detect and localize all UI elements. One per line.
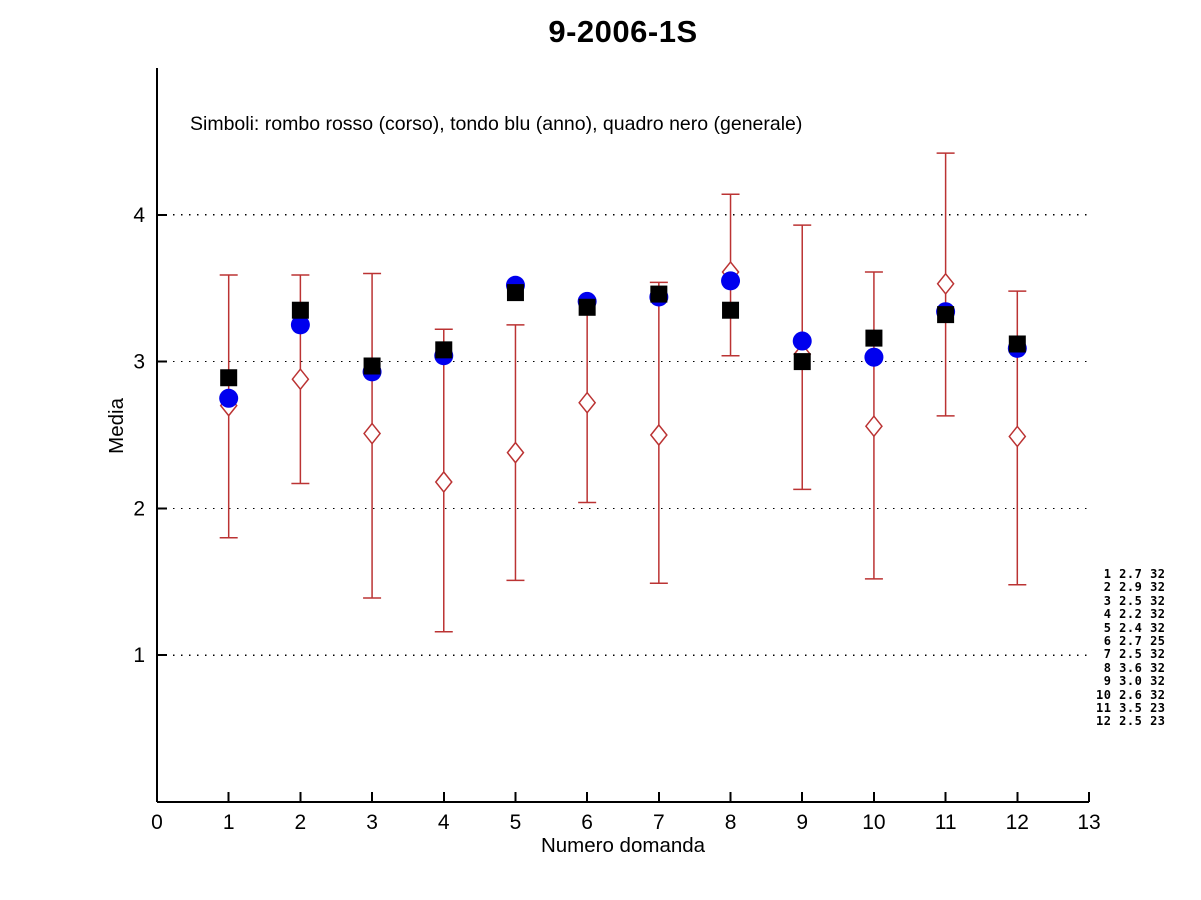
x-tick-label: 1 bbox=[223, 811, 235, 834]
anno-circle-marker bbox=[792, 331, 812, 351]
anno-circle-marker bbox=[721, 271, 741, 291]
side-table-row: 9 3.0 32 bbox=[1096, 674, 1166, 689]
side-table-row: 6 2.7 25 bbox=[1096, 634, 1166, 649]
generale-square-marker bbox=[506, 284, 524, 302]
series-corso bbox=[219, 152, 1027, 633]
anno-circle-marker bbox=[219, 388, 239, 408]
side-table-row: 4 2.2 32 bbox=[1096, 607, 1166, 622]
series-anno bbox=[219, 271, 1027, 408]
generale-square-marker bbox=[578, 298, 596, 316]
side-table-row: 10 2.6 32 bbox=[1096, 687, 1166, 702]
x-tick-label: 2 bbox=[295, 811, 307, 834]
y-tick-label: 1 bbox=[133, 644, 145, 667]
generale-square-marker bbox=[937, 306, 955, 324]
corso-diamond-marker bbox=[434, 470, 453, 494]
y-gridlines bbox=[157, 214, 1089, 656]
y-tick-label: 4 bbox=[133, 204, 145, 227]
y-tick-label: 3 bbox=[133, 351, 145, 374]
corso-diamond-marker bbox=[936, 272, 955, 295]
axes bbox=[156, 68, 1090, 803]
generale-square-marker bbox=[650, 285, 668, 303]
generale-square-marker bbox=[220, 369, 238, 387]
side-table-row: 5 2.4 32 bbox=[1096, 620, 1166, 635]
corso-diamond-marker bbox=[363, 422, 382, 445]
y-axis-label: Media bbox=[105, 398, 128, 454]
generale-square-marker bbox=[363, 357, 381, 375]
generale-square-marker bbox=[793, 353, 811, 371]
x-tick-label: 0 bbox=[151, 811, 163, 834]
x-tick-label: 9 bbox=[796, 811, 808, 834]
corso-diamond-marker bbox=[649, 423, 668, 447]
anno-circle-marker bbox=[864, 347, 884, 367]
y-tick-label: 2 bbox=[133, 497, 145, 520]
generale-square-marker bbox=[291, 301, 309, 319]
x-tick-label: 12 bbox=[1006, 811, 1029, 834]
x-tick-label: 4 bbox=[438, 811, 450, 834]
side-table-row: 11 3.5 23 bbox=[1096, 701, 1166, 716]
side-table-row: 1 2.7 32 bbox=[1096, 567, 1166, 581]
legend-note: Simboli: rombo rosso (corso), tondo blu … bbox=[190, 113, 803, 135]
generale-square-marker bbox=[722, 301, 740, 319]
generale-square-marker bbox=[1008, 335, 1026, 353]
side-table-row: 12 2.5 23 bbox=[1096, 714, 1166, 729]
y-tick-labels: 1 2 3 4 bbox=[133, 204, 145, 667]
series-generale bbox=[220, 284, 1026, 387]
x-tick-label: 7 bbox=[653, 811, 665, 834]
corso-diamond-marker bbox=[291, 368, 310, 391]
x-tick-label: 8 bbox=[725, 811, 737, 834]
corso-diamond-marker bbox=[578, 391, 597, 414]
generale-square-marker bbox=[435, 341, 453, 359]
side-table-row: 2 2.9 32 bbox=[1096, 580, 1166, 595]
x-tick-labels: 0 1 2 3 4 5 6 7 8 9 10 11 12 13 bbox=[151, 811, 1101, 834]
corso-diamond-marker bbox=[864, 414, 883, 438]
side-table-row: 3 2.5 32 bbox=[1096, 593, 1166, 608]
generale-square-marker bbox=[865, 329, 883, 347]
side-table-row: 8 3.6 32 bbox=[1096, 660, 1166, 675]
side-table-row: 7 2.5 32 bbox=[1096, 647, 1166, 662]
corso-diamond-marker bbox=[1008, 425, 1027, 448]
x-tick-label: 3 bbox=[366, 811, 378, 834]
x-tick-label: 13 bbox=[1077, 811, 1100, 834]
x-tick-label: 11 bbox=[935, 811, 957, 834]
x-tick-label: 10 bbox=[862, 811, 885, 834]
side-table: 1 2.7 32 2 2.9 32 3 2.5 32 4 2.2 32 5 2.… bbox=[1096, 567, 1166, 729]
x-axis-label: Numero domanda bbox=[540, 834, 706, 857]
x-tick-label: 6 bbox=[581, 811, 593, 834]
x-tick-label: 5 bbox=[510, 811, 522, 834]
chart-title: 9-2006-1S bbox=[548, 14, 698, 49]
anno-circle-marker bbox=[290, 315, 310, 335]
corso-diamond-marker bbox=[506, 441, 525, 464]
